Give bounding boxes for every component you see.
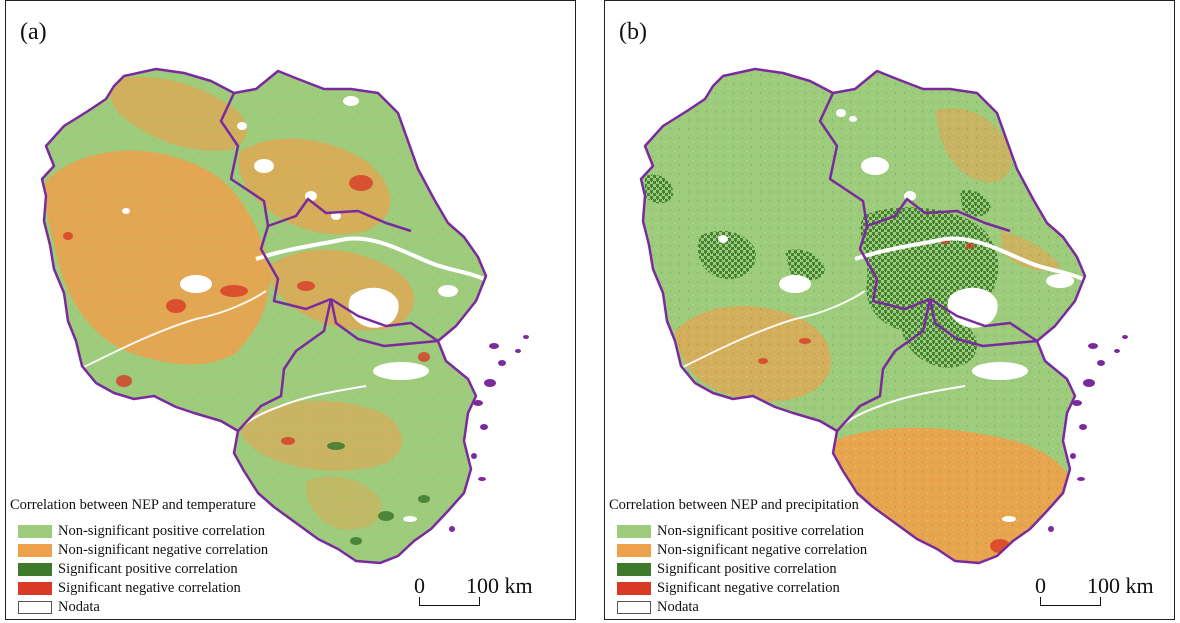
scale-distance: 100 km (1087, 573, 1154, 598)
panel-label: (b) (619, 19, 647, 45)
legend-swatch-non-sig-positive (617, 525, 651, 538)
scale-tick (479, 597, 480, 606)
legend-item: Non-significant negative correlation (10, 541, 268, 560)
correlation-map (40, 67, 529, 565)
legend-swatch-nodata (617, 601, 651, 614)
scale-tick (1100, 597, 1101, 606)
legend-swatch-nodata (18, 601, 52, 614)
legend: Correlation between NEP and temperature … (10, 497, 268, 617)
legend-label: Nodata (58, 599, 100, 615)
scale-tick (1040, 597, 1041, 606)
legend-title: Correlation between NEP and temperature (10, 497, 256, 513)
legend-swatch-sig-negative (617, 582, 651, 595)
scale-zero: 0 (414, 573, 425, 598)
legend-item: Non-significant positive correlation (10, 522, 268, 541)
legend-swatch-non-sig-negative (18, 544, 52, 557)
legend-item: Significant positive correlation (10, 560, 268, 579)
legend-item: Non-significant positive correlation (609, 522, 867, 541)
map-panel-temperature: (a) Correlation between NEP and temperat… (5, 0, 576, 620)
scale-tick (419, 597, 420, 606)
legend-label: Non-significant negative correlation (58, 542, 269, 558)
legend-item: Significant positive correlation (609, 560, 867, 579)
legend-label: Significant positive correlation (58, 561, 238, 577)
scale-line (1040, 605, 1100, 606)
map-panel-precipitation: (b) Correlation between NEP and precipit… (604, 0, 1175, 620)
legend-item: Significant negative correlation (10, 579, 268, 598)
legend-label: Non-significant negative correlation (657, 542, 868, 558)
scale-distance: 100 km (466, 573, 533, 598)
legend-label: Nodata (657, 599, 699, 615)
legend-item: Significant negative correlation (609, 579, 867, 598)
legend-label: Non-significant positive correlation (58, 523, 265, 539)
legend-swatch-non-sig-positive (18, 525, 52, 538)
legend-item: Nodata (10, 598, 268, 617)
legend: Correlation between NEP and precipitatio… (609, 497, 867, 617)
legend-label: Significant positive correlation (657, 561, 837, 577)
legend-swatch-sig-positive (18, 563, 52, 576)
scale-zero: 0 (1035, 573, 1046, 598)
panel-label: (a) (20, 19, 47, 45)
legend-swatch-sig-negative (18, 582, 52, 595)
correlation-map (639, 67, 1128, 565)
legend-swatch-sig-positive (617, 563, 651, 576)
scale-bar: 0 100 km (410, 569, 550, 607)
legend-item: Nodata (609, 598, 867, 617)
legend-item: Non-significant negative correlation (609, 541, 867, 560)
legend-swatch-non-sig-negative (617, 544, 651, 557)
scale-bar: 0 100 km (1015, 569, 1155, 607)
scale-line (419, 605, 479, 606)
legend-label: Non-significant positive correlation (657, 523, 864, 539)
legend-label: Significant negative correlation (657, 580, 840, 596)
legend-title: Correlation between NEP and precipitatio… (609, 497, 859, 513)
legend-label: Significant negative correlation (58, 580, 241, 596)
